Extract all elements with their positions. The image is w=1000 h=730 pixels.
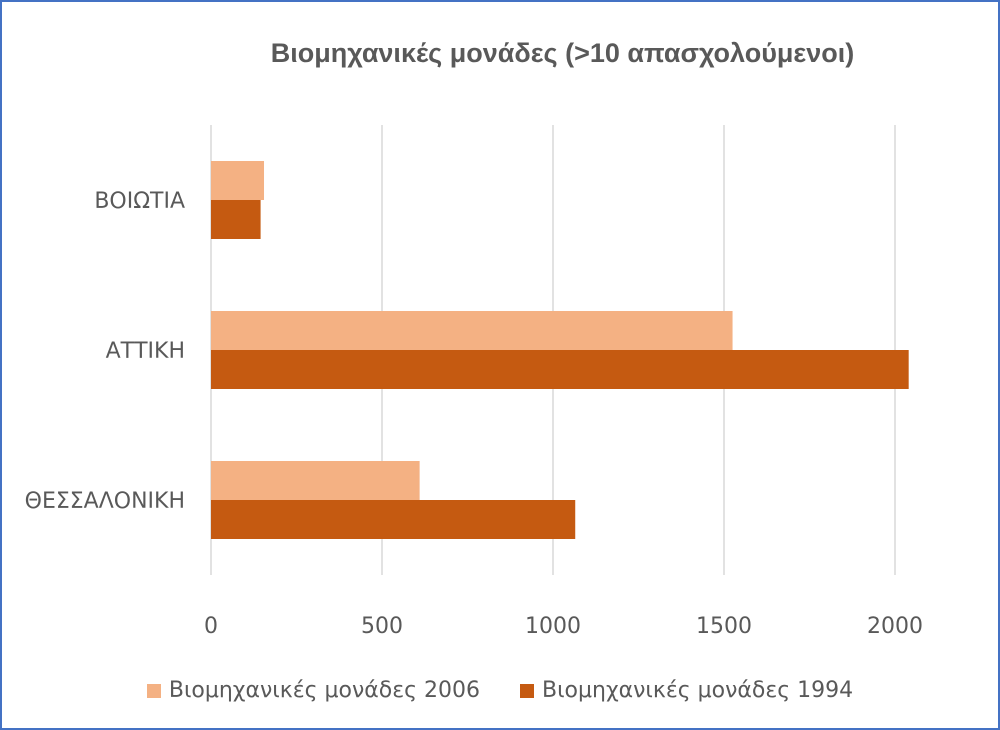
- legend-swatch-2006: [146, 683, 161, 698]
- legend: Βιομηχανικές μονάδες 2006 Βιομηχανικές μ…: [0, 678, 1000, 703]
- legend-label-1994: Βιομηχανικές μονάδες 1994: [542, 678, 854, 703]
- legend-swatch-1994: [520, 683, 534, 698]
- bar-1-0: [211, 200, 261, 239]
- bar-1-2: [211, 500, 576, 539]
- bar-0-2: [211, 461, 420, 500]
- x-tick-label-1000: 1000: [525, 614, 581, 639]
- category-label-2: ΘΕΣΣΑΛΟΝΙΚΗ: [25, 489, 185, 514]
- bar-0-0: [211, 161, 265, 200]
- bar-0-1: [211, 311, 733, 350]
- x-tick-label-500: 500: [361, 614, 403, 639]
- bar-1-1: [211, 350, 909, 389]
- category-label-0: ΒΟΙΩΤΙΑ: [94, 189, 185, 214]
- legend-item-1994: Βιομηχανικές μονάδες 1994: [520, 678, 853, 703]
- x-tick-label-1500: 1500: [696, 614, 752, 639]
- x-tick-label-2000: 2000: [867, 614, 923, 639]
- legend-item-2006: Βιομηχανικές μονάδες 2006: [146, 678, 480, 703]
- chart-title: Βιομηχανικές μονάδες (>10 απασχολούμενοι…: [270, 38, 855, 68]
- legend-label-2006: Βιομηχανικές μονάδες 2006: [168, 678, 480, 703]
- x-tick-label-0: 0: [204, 614, 218, 639]
- category-label-1: ΑΤΤΙΚΗ: [106, 339, 185, 364]
